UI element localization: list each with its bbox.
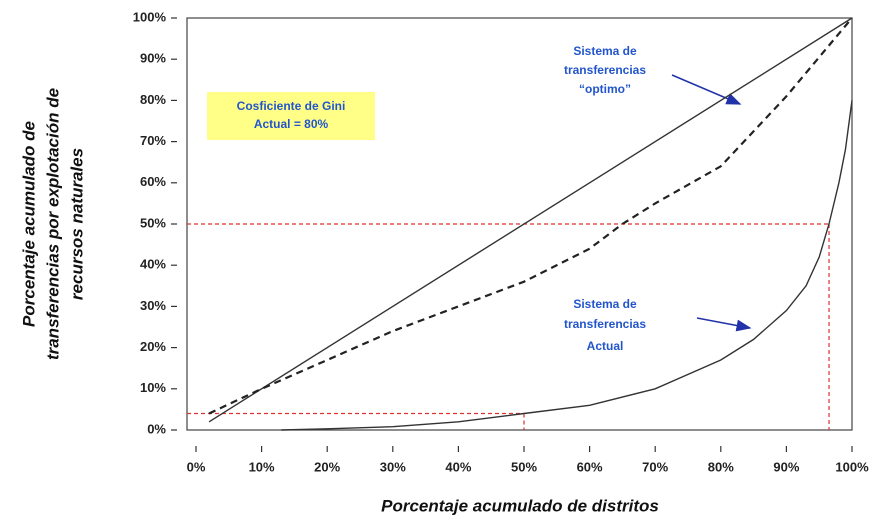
y-tick-label: 80% (140, 92, 166, 107)
y-tick-label: 50% (140, 215, 166, 230)
series-line (281, 100, 853, 431)
x-axis-title: Porcentaje acumulado de distritos (381, 496, 659, 515)
y-tick-label: 0% (147, 421, 166, 436)
y-tick-label: 100% (133, 9, 167, 24)
annotation: “optimo” (579, 82, 631, 96)
y-tick-label: 40% (140, 257, 166, 272)
annotation: Actual (587, 339, 624, 353)
y-axis-title-line: recursos naturales (67, 148, 86, 300)
x-tick-label: 100% (835, 459, 869, 474)
y-tick-label: 30% (140, 298, 166, 313)
x-tick-label: 50% (511, 459, 537, 474)
x-tick-label: 20% (314, 459, 340, 474)
y-axis-title: Porcentaje acumulado de transferencias p… (19, 88, 86, 360)
x-tick-label: 10% (249, 459, 275, 474)
annotation: Sistema de (573, 297, 637, 311)
y-axis-title-line: transferencias por explotación de (43, 88, 62, 360)
y-axis-title-line: Porcentaje acumulado de (19, 121, 38, 327)
gini-text: Cosficiente de Gini (237, 99, 346, 113)
x-tick-label: 90% (773, 459, 799, 474)
x-tick-label: 0% (187, 459, 206, 474)
x-tick-label: 80% (708, 459, 734, 474)
x-tick-label: 40% (445, 459, 471, 474)
annotation: transferencias (564, 317, 646, 331)
x-tick-label: 30% (380, 459, 406, 474)
arrow (696, 317, 752, 332)
annotation: Sistema de (573, 44, 637, 58)
y-tick-label: 10% (140, 380, 166, 395)
y-tick-label: 70% (140, 133, 166, 148)
gini-text: Actual = 80% (254, 117, 329, 131)
arrow (671, 74, 742, 105)
y-tick-label: 20% (140, 339, 166, 354)
y-tick-label: 90% (140, 51, 166, 66)
series-line (208, 17, 853, 423)
gini-box (207, 92, 375, 140)
annotation: transferencias (564, 63, 646, 77)
y-tick-label: 60% (140, 174, 166, 189)
x-tick-label: 60% (577, 459, 603, 474)
x-tick-label: 70% (642, 459, 668, 474)
series-line (208, 17, 853, 415)
